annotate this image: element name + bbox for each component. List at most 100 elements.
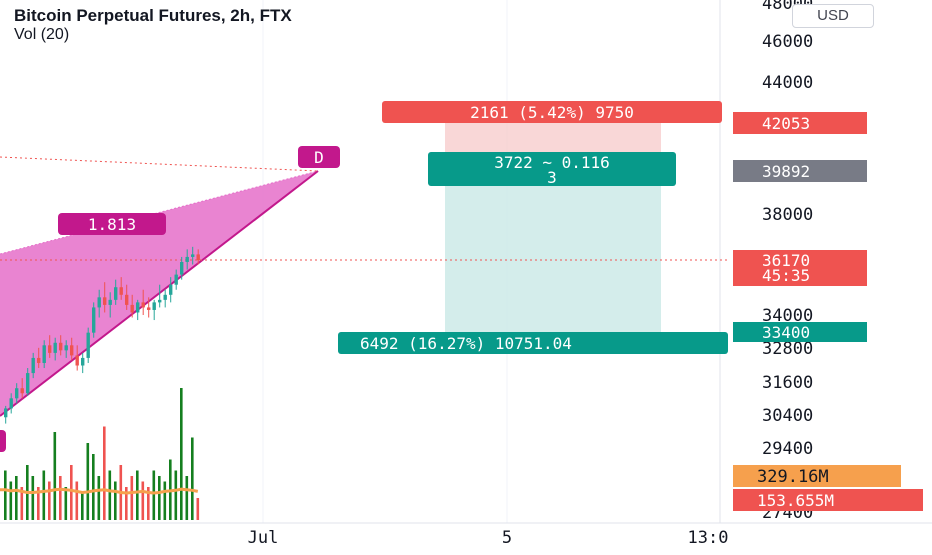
- candle: [136, 299, 140, 321]
- volume-tag: 153.655M: [733, 489, 923, 511]
- candle: [130, 294, 134, 318]
- pattern-ratio-text: 1.813: [88, 215, 136, 234]
- target-label-box[interactable]: [338, 332, 728, 354]
- candle: [125, 284, 129, 310]
- price-tick: 30400: [762, 406, 813, 426]
- candle-body: [48, 345, 52, 353]
- stop-price-tag-box: [733, 112, 867, 134]
- time-tick: 5: [502, 528, 512, 548]
- center-label-line2: 3: [547, 168, 557, 187]
- candle-body: [196, 254, 200, 261]
- candle: [53, 337, 57, 361]
- candle-body: [42, 345, 46, 363]
- volume-bar: [180, 388, 183, 520]
- volume-bar: [53, 432, 57, 520]
- candle-body: [130, 304, 134, 313]
- last-price-tag-box: [733, 250, 867, 286]
- stop-label-box[interactable]: [382, 101, 722, 123]
- candle: [141, 289, 145, 315]
- volume-bar: [103, 426, 106, 520]
- candle: [64, 340, 68, 358]
- volume-ma-line: [0, 487, 199, 495]
- entry-price-tag-box: [733, 160, 867, 182]
- volume-bar: [125, 487, 128, 520]
- candle-body: [185, 256, 189, 262]
- volume-tag-box: [733, 489, 923, 511]
- volume-bar: [196, 498, 200, 520]
- volume-indicator-label[interactable]: Vol (20): [14, 26, 70, 43]
- candle-body: [119, 287, 123, 295]
- candle-body: [81, 357, 85, 366]
- target-label-text: 6492 (16.27%) 10751.04: [360, 334, 572, 353]
- candle-body: [92, 307, 96, 333]
- target-zone[interactable]: [445, 170, 661, 341]
- candle: [180, 256, 184, 280]
- entry-price-tag: 39892: [733, 160, 867, 182]
- pattern-extension-line: [0, 156, 319, 172]
- candle-body: [169, 284, 173, 295]
- target-price-tag-text: 33400: [762, 323, 810, 342]
- volume-bar: [75, 481, 79, 520]
- candle: [4, 405, 8, 424]
- target-label[interactable]: 6492 (16.27%) 10751.04: [338, 332, 728, 354]
- pattern-upper-line: [0, 170, 319, 255]
- candle-body: [136, 302, 140, 313]
- candles: [4, 246, 200, 424]
- target-price-tag: 33400: [733, 322, 867, 342]
- candle-body: [15, 388, 19, 399]
- harmonic-pattern[interactable]: [0, 156, 319, 417]
- last-price-tag-text: 36170: [762, 251, 810, 270]
- candle-body: [108, 299, 112, 305]
- candle-body: [163, 294, 167, 300]
- volume-bar: [15, 476, 18, 520]
- price-tick: 29400: [762, 439, 813, 459]
- pattern-ratio-label[interactable]: 1.813: [58, 213, 166, 235]
- candle-body: [9, 398, 13, 409]
- candle: [92, 302, 96, 338]
- time-axis[interactable]: Jul 5 13:0: [0, 522, 932, 548]
- stop-label[interactable]: 2161 (5.42%) 9750: [382, 101, 722, 123]
- center-label[interactable]: 3722 ~ 0.116 3: [428, 152, 676, 187]
- volume-bar: [136, 470, 139, 520]
- currency-button[interactable]: USD: [792, 4, 874, 28]
- pattern-ratio-box[interactable]: [58, 213, 166, 235]
- candle: [185, 249, 189, 270]
- pattern-point-marker[interactable]: [0, 430, 6, 452]
- candle-body: [97, 297, 101, 308]
- price-tick: 31600: [762, 373, 813, 393]
- candle: [31, 352, 35, 379]
- volume-bar: [9, 481, 13, 520]
- price-tick: 34000: [762, 306, 813, 326]
- candle-body: [103, 297, 107, 305]
- candle-body: [64, 345, 68, 351]
- stop-label-text: 2161 (5.42%) 9750: [470, 103, 634, 122]
- countdown-text: 45:35: [762, 266, 810, 285]
- volume-bar: [37, 487, 40, 520]
- pattern-point-box[interactable]: [298, 146, 340, 168]
- candle: [103, 282, 107, 313]
- volume-bar: [4, 470, 7, 520]
- candle: [97, 289, 101, 318]
- volume-ma-tag-text: 329.16M: [757, 467, 829, 487]
- center-label-box[interactable]: [428, 152, 676, 186]
- volume-bar: [191, 437, 194, 520]
- position-tool[interactable]: [445, 112, 661, 341]
- entry-price-tag-text: 39892: [762, 162, 810, 181]
- candle-body: [4, 408, 8, 418]
- candle-body: [31, 357, 35, 374]
- pattern-point-d[interactable]: D: [298, 146, 340, 168]
- volume-bar: [92, 454, 95, 520]
- last-price-tag: 36170 45:35: [733, 250, 867, 286]
- time-tick: 13:0: [688, 528, 729, 548]
- candle: [196, 249, 200, 265]
- volume-ma-tag: 329.16M: [733, 465, 901, 487]
- volume-bar: [185, 476, 189, 520]
- volume-bar: [81, 492, 84, 520]
- candle: [70, 337, 74, 361]
- volume-bar: [174, 470, 178, 520]
- candle-body: [20, 388, 24, 394]
- candle: [37, 347, 41, 369]
- target-price-tag-box: [733, 322, 867, 342]
